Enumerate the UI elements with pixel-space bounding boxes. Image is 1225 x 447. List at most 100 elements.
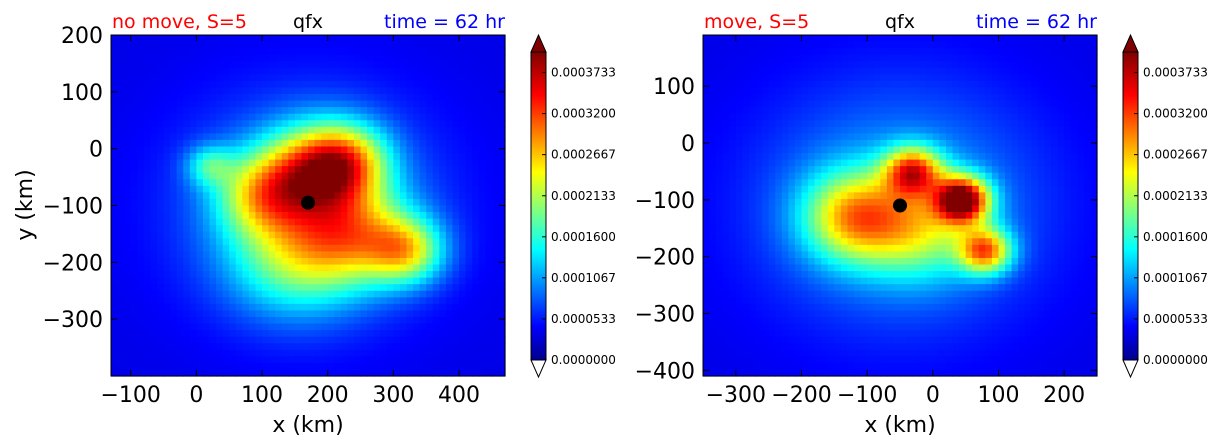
- field-cell: [117, 185, 125, 193]
- field-cell: [130, 120, 138, 128]
- field-cell: [808, 271, 816, 279]
- field-cell: [847, 153, 855, 161]
- field-cell: [729, 48, 737, 56]
- field-cell: [170, 284, 178, 292]
- field-cell: [248, 343, 257, 351]
- field-cell: [768, 297, 776, 305]
- field-cell: [491, 310, 500, 318]
- field-cell: [340, 349, 348, 357]
- field-cell: [327, 369, 335, 377]
- field-cell: [735, 172, 743, 180]
- field-cell: [840, 153, 849, 161]
- field-cell: [860, 48, 868, 56]
- field-cell: [209, 159, 217, 167]
- field-cell: [742, 218, 750, 226]
- field-cell: [860, 212, 868, 220]
- field-cell: [406, 231, 414, 239]
- field-cell: [143, 48, 151, 56]
- field-cell: [913, 41, 921, 49]
- field-cell: [821, 139, 829, 148]
- field-cell: [301, 100, 309, 108]
- field-cell: [729, 349, 737, 357]
- field-cell: [321, 212, 329, 220]
- field-cell: [472, 172, 480, 180]
- field-cell: [170, 316, 178, 325]
- field-cell: [367, 290, 375, 298]
- field-cell: [294, 218, 303, 226]
- field-cell: [399, 244, 408, 253]
- field-cell: [281, 80, 289, 89]
- field-cell: [814, 231, 822, 239]
- field-cell: [722, 166, 730, 174]
- field-cell: [755, 284, 763, 292]
- field-cell: [722, 257, 730, 266]
- field-cell: [163, 80, 171, 89]
- field-cell: [814, 264, 822, 272]
- field-cell: [156, 205, 165, 213]
- field-cell: [117, 94, 125, 102]
- field-cell: [321, 303, 329, 312]
- field-cell: [827, 54, 835, 62]
- field-cell: [327, 133, 335, 141]
- field-cell: [294, 41, 303, 49]
- field-cell: [886, 179, 895, 187]
- field-cell: [703, 133, 711, 141]
- field-cell: [360, 54, 368, 62]
- field-cell: [880, 205, 888, 213]
- field-cell: [275, 61, 283, 69]
- field-cell: [347, 225, 355, 233]
- field-cell: [465, 67, 473, 75]
- field-cell: [163, 179, 171, 187]
- field-cell: [143, 323, 151, 331]
- field-cell: [308, 205, 316, 213]
- field-cell: [491, 316, 500, 325]
- field-cell: [308, 80, 316, 89]
- field-cell: [913, 277, 921, 285]
- field-cell: [294, 198, 303, 207]
- field-cell: [360, 349, 368, 357]
- field-cell: [419, 343, 427, 351]
- field-cell: [340, 284, 348, 292]
- field-cell: [111, 310, 119, 318]
- field-cell: [248, 54, 257, 62]
- field-cell: [703, 198, 711, 207]
- field-cell: [840, 257, 849, 266]
- field-cell: [768, 225, 776, 233]
- field-cell: [281, 257, 289, 266]
- field-cell: [742, 48, 750, 56]
- field-cell: [919, 264, 927, 272]
- field-cell: [854, 349, 862, 357]
- field-cell: [491, 198, 500, 207]
- field-cell: [150, 362, 158, 371]
- field-cell: [419, 67, 427, 75]
- field-cell: [926, 94, 934, 102]
- field-cell: [452, 41, 460, 49]
- field-cell: [130, 277, 138, 285]
- field-cell: [163, 212, 171, 220]
- field-cell: [308, 133, 316, 141]
- field-cell: [235, 120, 243, 128]
- field-cell: [465, 330, 473, 338]
- field-cell: [432, 107, 440, 115]
- field-cell: [452, 225, 460, 233]
- field-cell: [353, 343, 362, 351]
- field-cell: [814, 316, 822, 325]
- field-cell: [834, 133, 842, 141]
- field-cell: [367, 48, 375, 56]
- field-cell: [262, 179, 270, 187]
- field-cell: [801, 185, 809, 193]
- field-cell: [216, 212, 224, 220]
- field-cell: [314, 192, 322, 200]
- field-cell: [926, 277, 934, 285]
- field-cell: [137, 323, 145, 331]
- field-cell: [413, 74, 421, 82]
- field-cell: [880, 257, 888, 266]
- field-cell: [150, 297, 158, 305]
- field-cell: [262, 218, 270, 226]
- field-cell: [847, 113, 855, 121]
- field-cell: [117, 257, 125, 266]
- field-cell: [347, 172, 355, 180]
- field-cell: [393, 185, 401, 193]
- field-cell: [255, 107, 263, 115]
- field-cell: [156, 107, 165, 115]
